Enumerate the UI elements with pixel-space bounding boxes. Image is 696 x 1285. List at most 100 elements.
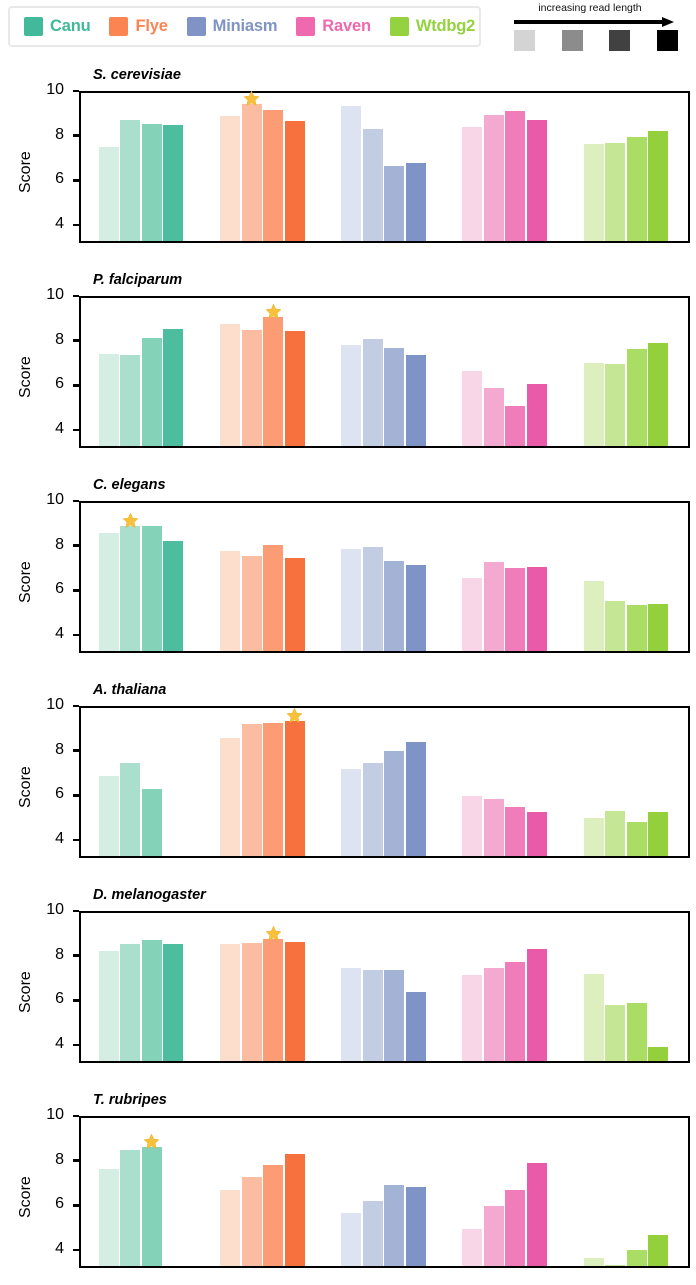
bar-canu-3: [141, 525, 162, 651]
bar-flye-4: [284, 121, 305, 241]
bar-wtdbg2-2: [605, 1005, 626, 1061]
panel-d-melanogaster: D. melanogaster Score 10 8 6 4: [0, 875, 696, 1080]
bar-miniasm-1: [341, 1212, 362, 1266]
bar-canu-2: [120, 119, 141, 241]
bar-wtdbg2-1: [583, 143, 604, 241]
bar-wtdbg2-3: [626, 1250, 647, 1266]
bar-raven-3: [505, 961, 526, 1061]
y-axis-label: Score: [17, 766, 34, 808]
y-tick-mark: [73, 223, 79, 227]
bar-raven-1: [462, 127, 483, 241]
read-length-swatch-1: [514, 30, 535, 51]
panel-p-falciparum: P. falciparum Score 10 8 6 4: [0, 260, 696, 465]
y-tick-mark: [73, 134, 79, 137]
legend-item-flye[interactable]: Flye: [109, 17, 168, 36]
bar-raven-3: [505, 111, 526, 241]
bar-wtdbg2-3: [626, 604, 647, 651]
assembler-legend: Canu Flye Miniasm Raven Wtdbg2: [8, 6, 481, 47]
bar-canu-2: [120, 1149, 141, 1266]
panel-s-cerevisiae: S. cerevisiae Score 10 8 6 4: [0, 55, 696, 260]
y-tick-label: 4: [55, 625, 64, 643]
bar-flye-3: [263, 109, 284, 241]
bar-miniasm-2: [362, 129, 383, 241]
y-tick-label: 8: [55, 125, 64, 143]
bar-flye-4: [284, 557, 305, 651]
y-tick-label: 10: [46, 491, 64, 508]
bar-canu-4: [163, 125, 184, 241]
bar-raven-3: [505, 1189, 526, 1266]
bar-flye-2: [241, 724, 262, 856]
y-tick-mark: [73, 1159, 79, 1162]
bar-miniasm-3: [384, 751, 405, 856]
bar-canu-1: [98, 1168, 119, 1266]
bar-miniasm-2: [362, 762, 383, 856]
bar-wtdbg2-1: [583, 581, 604, 651]
bar-wtdbg2-3: [626, 348, 647, 446]
legend-swatch-miniasm: [186, 17, 206, 36]
y-tick-label: 8: [55, 535, 64, 553]
y-tick-mark: [73, 749, 79, 752]
bar-wtdbg2-4: [648, 811, 669, 856]
bar-miniasm-2: [362, 339, 383, 446]
y-tick-mark: [73, 954, 79, 957]
y-tick-mark: [73, 339, 79, 342]
bar-canu-3: [141, 788, 162, 856]
legend-item-raven[interactable]: Raven: [296, 17, 371, 36]
y-tick-label: 8: [55, 330, 64, 348]
bar-miniasm-2: [362, 1201, 383, 1266]
bar-miniasm-3: [384, 561, 405, 651]
panel-title: S. cerevisiae: [93, 67, 181, 83]
bar-canu-3: [141, 338, 162, 446]
bar-raven-4: [526, 119, 547, 241]
legend-item-miniasm[interactable]: Miniasm: [186, 17, 278, 36]
bar-miniasm-4: [405, 162, 426, 241]
bar-raven-4: [526, 1163, 547, 1266]
bar-flye-1: [220, 738, 241, 856]
bar-raven-2: [483, 562, 504, 651]
y-tick-mark: [73, 384, 79, 387]
bar-raven-1: [462, 974, 483, 1061]
bar-raven-1: [462, 1229, 483, 1266]
bar-miniasm-4: [405, 564, 426, 651]
y-tick-label: 4: [55, 420, 64, 438]
plot-area: [79, 501, 690, 653]
legend-swatch-flye: [109, 17, 129, 36]
panel-title: A. thaliana: [93, 682, 167, 698]
y-tick-mark: [73, 294, 79, 298]
bar-miniasm-4: [405, 991, 426, 1061]
bar-miniasm-2: [362, 547, 383, 651]
bar-wtdbg2-2: [605, 1264, 626, 1266]
legend-label-miniasm: Miniasm: [212, 17, 278, 35]
bar-miniasm-1: [341, 549, 362, 651]
y-tick-mark: [73, 428, 79, 432]
bar-flye-2: [241, 1176, 262, 1266]
bar-miniasm-4: [405, 1186, 426, 1266]
bar-miniasm-3: [384, 166, 405, 241]
panel-c-elegans: C. elegans Score 10 8 6 4: [0, 465, 696, 670]
plot-area: [79, 911, 690, 1063]
y-tick-mark: [73, 704, 79, 708]
legend-item-canu[interactable]: Canu: [24, 17, 91, 36]
bar-canu-2: [120, 525, 141, 651]
bar-raven-4: [526, 383, 547, 446]
bar-canu-3: [141, 1147, 162, 1266]
y-tick-mark: [73, 794, 79, 797]
bar-flye-4: [284, 721, 305, 856]
bar-flye-4: [284, 941, 305, 1061]
bar-wtdbg2-2: [605, 810, 626, 856]
y-tick-label: 8: [55, 1150, 64, 1168]
y-tick-label: 8: [55, 945, 64, 963]
legend-swatch-raven: [296, 17, 316, 36]
panel-title: T. rubripes: [93, 1092, 167, 1108]
panel-title: P. falciparum: [93, 272, 183, 288]
bar-raven-2: [483, 799, 504, 856]
bar-flye-2: [241, 556, 262, 651]
panel-title: D. melanogaster: [93, 887, 206, 903]
bar-raven-3: [505, 568, 526, 651]
y-tick-mark: [73, 633, 79, 637]
bar-canu-1: [98, 147, 119, 241]
bar-canu-3: [141, 124, 162, 241]
legend-item-wtdbg2[interactable]: Wtdbg2: [389, 17, 475, 36]
bar-miniasm-3: [384, 347, 405, 446]
y-tick-mark: [73, 179, 79, 182]
